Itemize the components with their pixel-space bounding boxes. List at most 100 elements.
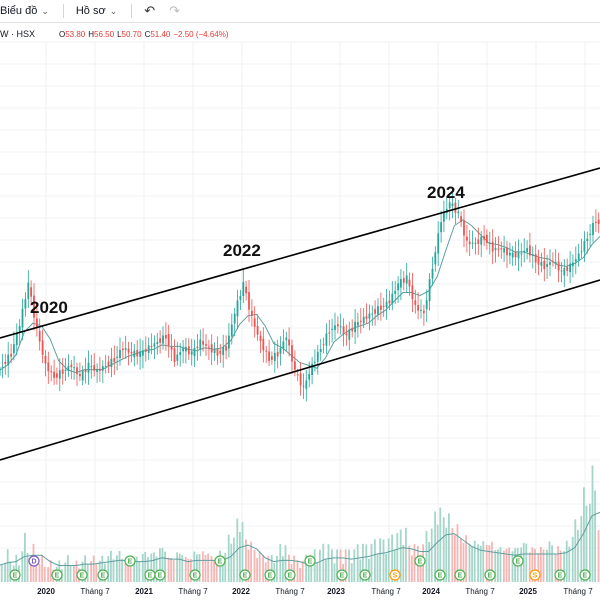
undo-icon[interactable]: ↶ [144, 3, 156, 18]
volume-bar [425, 531, 428, 582]
channel-upper-line[interactable] [0, 167, 600, 339]
candle-body [190, 351, 193, 355]
volume-bar [147, 557, 149, 582]
annotation-2022: 2022 [223, 241, 261, 260]
volume-bar [172, 559, 175, 582]
candle-body [291, 345, 293, 362]
volume-bar [121, 558, 123, 582]
event-marker[interactable]: E [359, 569, 371, 581]
event-marker[interactable]: E [434, 569, 446, 581]
volume-bar [129, 562, 132, 582]
volume-bar [374, 539, 376, 582]
volume-bar [528, 552, 531, 582]
candle-body [251, 310, 253, 316]
event-marker[interactable]: D [28, 555, 40, 567]
event-marker[interactable]: E [554, 569, 566, 581]
volume-bar [181, 555, 184, 582]
event-marker[interactable]: E [189, 569, 201, 581]
event-marker[interactable]: S [389, 569, 401, 581]
candle-body [362, 316, 365, 324]
event-marker-circle [154, 569, 166, 581]
event-marker[interactable]: E [284, 569, 296, 581]
volume-bar [565, 540, 568, 582]
candle-body [342, 326, 345, 334]
volume-bar [370, 543, 373, 582]
channel-lower-line[interactable] [0, 279, 600, 461]
candle-body [147, 345, 150, 353]
volume-bar [468, 543, 471, 582]
event-marker-circle [554, 569, 566, 581]
candle-body [328, 332, 331, 334]
candle-body [351, 328, 354, 332]
event-marker[interactable]: E [154, 569, 166, 581]
volume-bar [456, 524, 459, 582]
candle-body [170, 346, 173, 350]
close-label: C [144, 29, 151, 39]
event-marker[interactable]: E [454, 569, 466, 581]
profile-menu[interactable]: Hồ sơ ⌄ [76, 5, 117, 17]
event-marker-circle [28, 555, 40, 567]
event-marker[interactable]: E [304, 555, 316, 567]
volume-bar [250, 541, 252, 582]
event-marker[interactable]: E [214, 555, 226, 567]
event-marker[interactable]: E [579, 569, 591, 581]
volume-bar [531, 547, 534, 582]
candle-body [36, 318, 38, 328]
x-axis-label: 2025 [519, 587, 537, 596]
event-marker[interactable]: E [414, 555, 426, 567]
candle-body [242, 281, 245, 296]
event-marker[interactable]: E [9, 569, 21, 581]
volume-bar [4, 562, 6, 582]
event-marker[interactable]: E [484, 569, 496, 581]
event-marker[interactable]: E [336, 569, 348, 581]
event-marker-letter: E [193, 573, 198, 580]
event-marker[interactable]: E [512, 555, 524, 567]
symbol-label[interactable]: W · HSX [0, 29, 35, 39]
candle-body [199, 339, 202, 350]
candle-body [466, 236, 468, 241]
volume-bar [305, 554, 307, 582]
candle-body [13, 344, 15, 354]
event-marker[interactable]: E [124, 555, 136, 567]
candle-body [534, 254, 537, 263]
candle-body [420, 310, 422, 312]
event-marker[interactable]: E [51, 569, 63, 581]
event-marker[interactable]: E [264, 569, 276, 581]
redo-icon[interactable]: ↷ [169, 3, 181, 18]
candle-body [440, 222, 442, 233]
volume-bar [167, 557, 170, 582]
candle-body [294, 361, 296, 370]
candle-body [285, 337, 288, 341]
event-marker-circle [97, 569, 109, 581]
candle-body [38, 331, 41, 342]
volume-bar [282, 556, 284, 582]
volume-bar [159, 548, 161, 582]
volume-bar [411, 555, 413, 582]
candle-body [27, 282, 30, 299]
candle-body [44, 355, 47, 364]
candle-body [414, 300, 417, 305]
volume-bar [138, 561, 141, 582]
volume-bar [368, 558, 370, 582]
event-marker[interactable]: E [144, 569, 156, 581]
volume-bar [491, 541, 493, 582]
candle-body [431, 268, 434, 279]
event-marker[interactable]: S [529, 569, 541, 581]
event-marker[interactable]: E [97, 569, 109, 581]
candle-body [33, 295, 35, 318]
event-marker[interactable]: E [76, 569, 88, 581]
event-marker-letter: S [533, 573, 538, 580]
chart-menu[interactable]: Biểu đồ ⌄ [0, 5, 49, 17]
event-marker[interactable]: E [239, 569, 251, 581]
candle-body [554, 261, 557, 264]
candle-body [124, 348, 127, 350]
candle-body [150, 346, 153, 348]
volume-bar [477, 544, 479, 582]
volume-bar [176, 552, 178, 582]
candle-body [454, 202, 457, 213]
volume-bar [221, 555, 224, 582]
high-label: H [88, 29, 95, 39]
candle-body [18, 326, 21, 333]
volume-bar [73, 566, 75, 582]
